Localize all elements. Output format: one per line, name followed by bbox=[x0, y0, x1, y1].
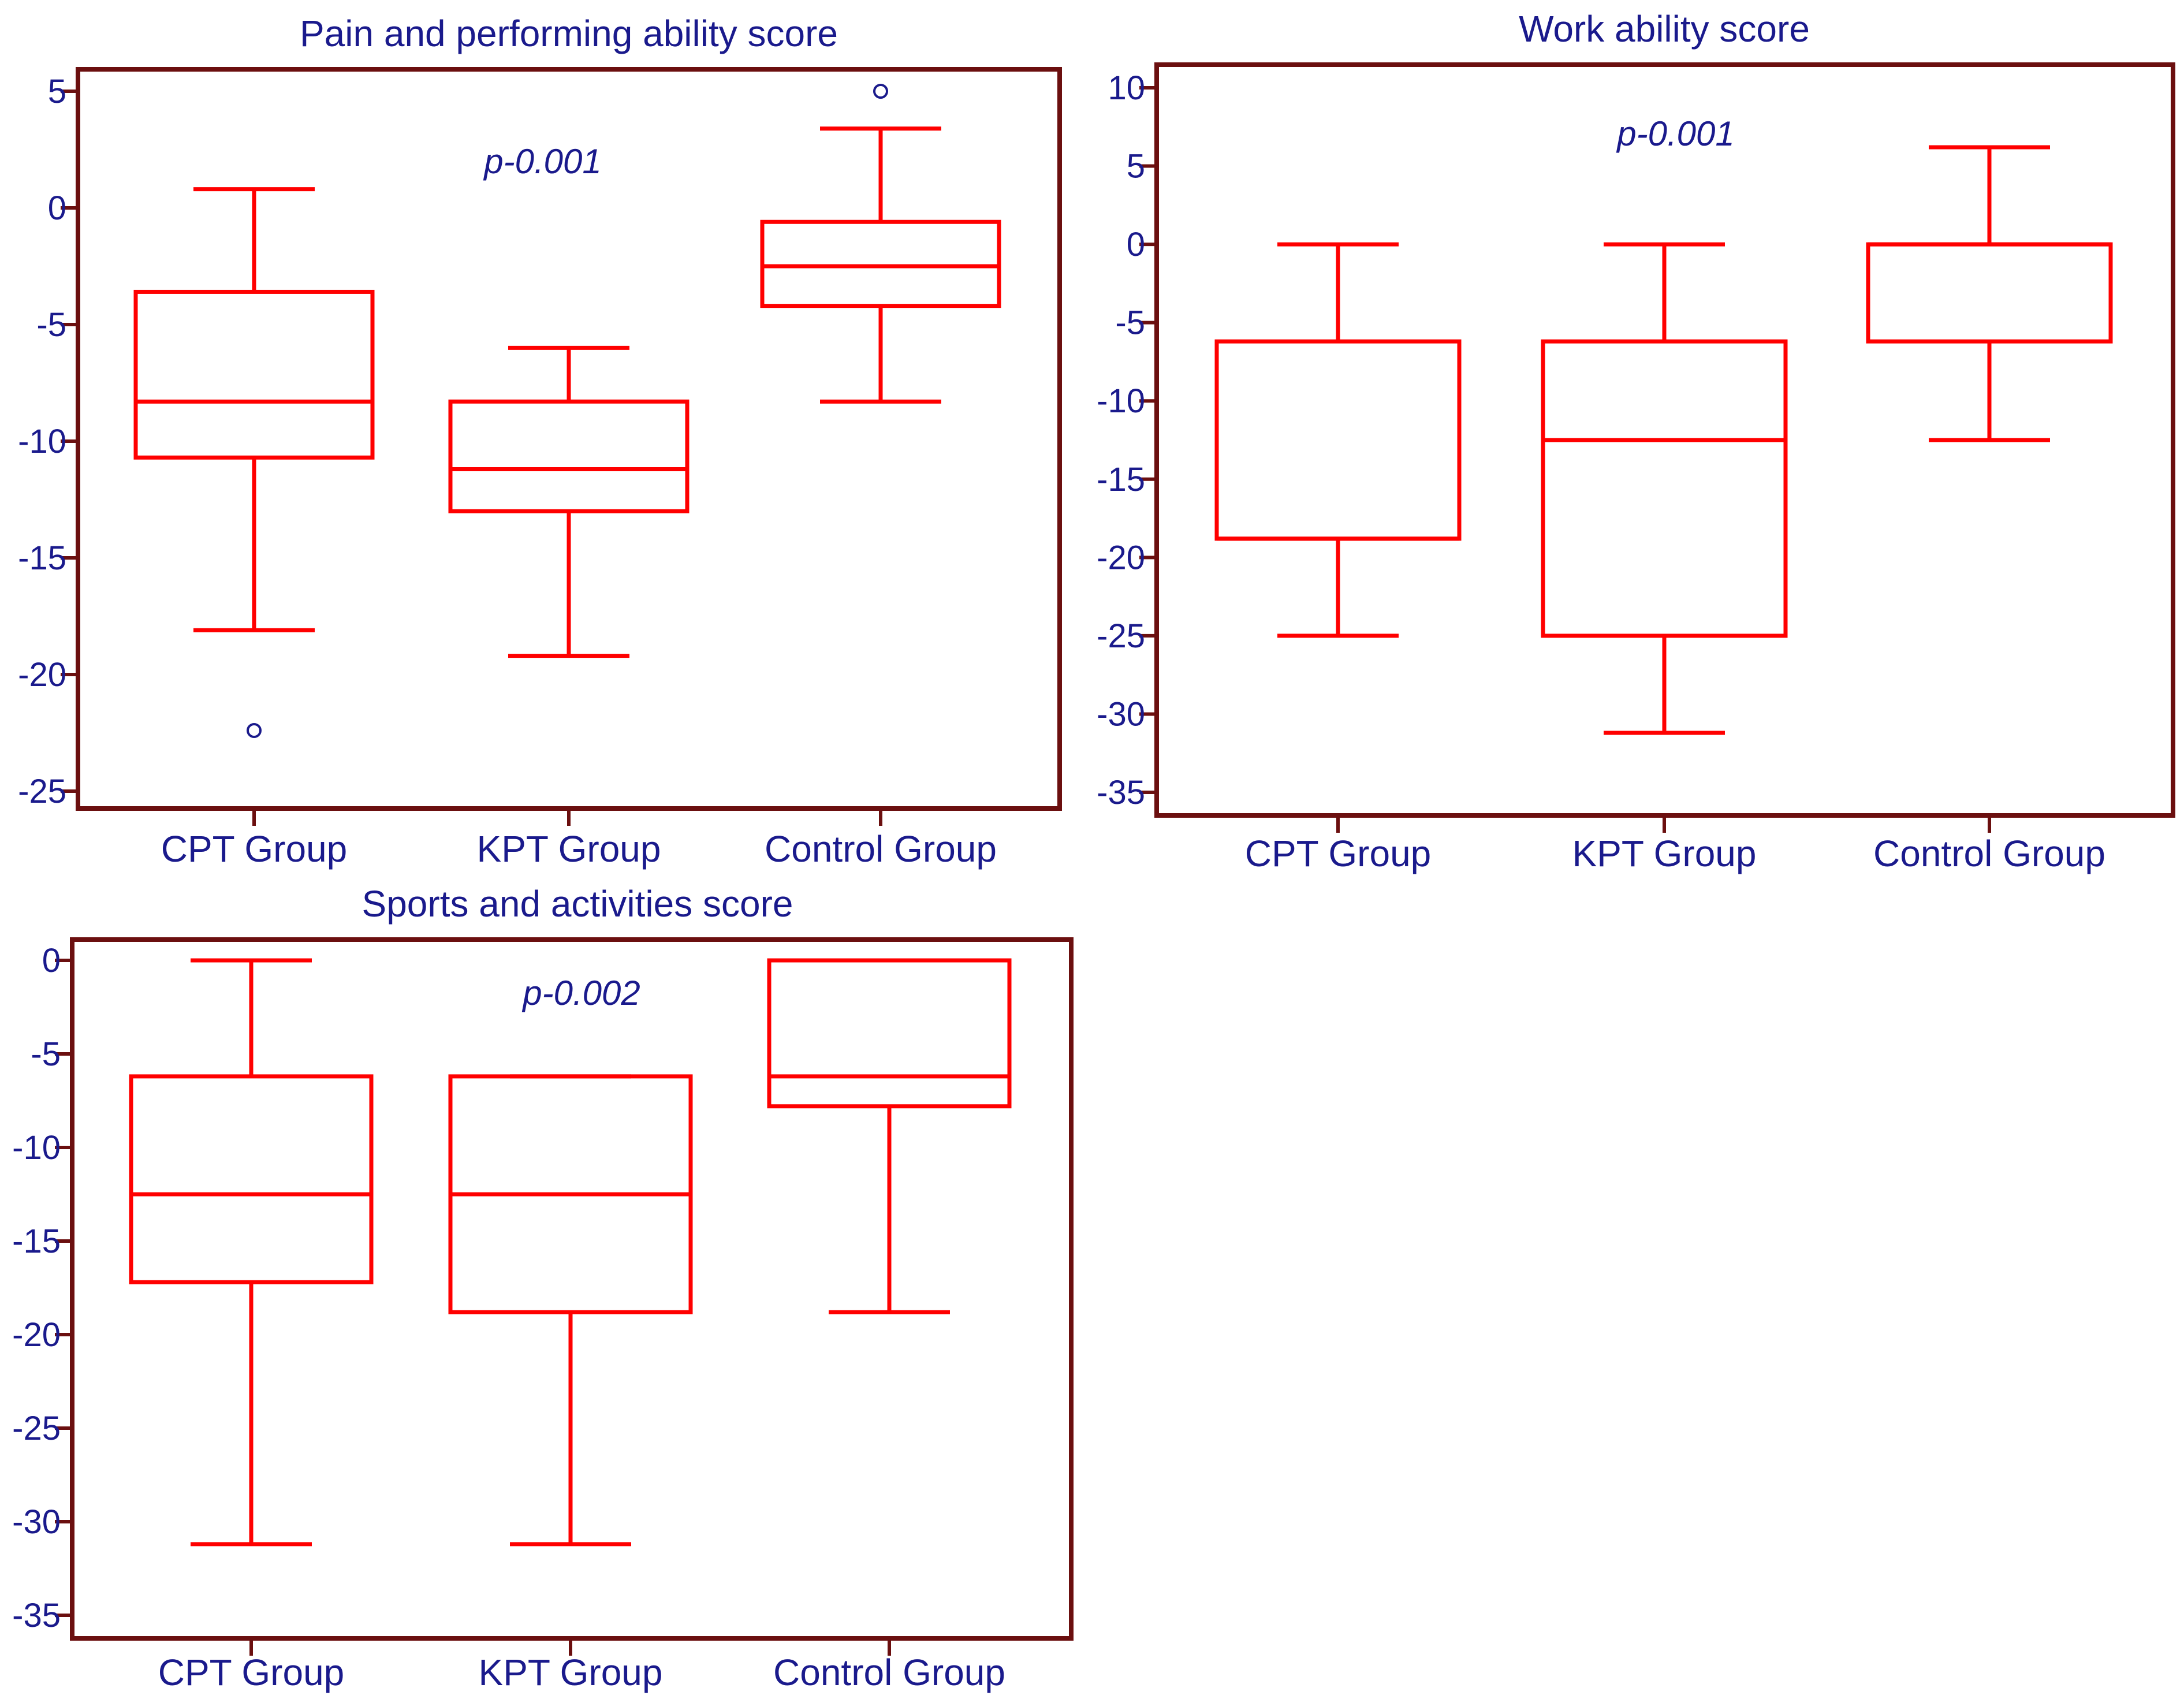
x-category-label: Control Group bbox=[773, 1652, 1005, 1693]
y-tick-label: 0 bbox=[42, 942, 61, 979]
box-control-group bbox=[760, 84, 1001, 404]
y-tick-label: -25 bbox=[12, 1410, 61, 1447]
iqr-box bbox=[129, 1074, 374, 1284]
iqr-box bbox=[133, 289, 375, 460]
x-category-label: CPT Group bbox=[1245, 833, 1432, 874]
y-tick-label: 10 bbox=[1108, 69, 1145, 107]
x-category-label: Control Group bbox=[765, 828, 997, 870]
x-category-label: KPT Group bbox=[477, 828, 661, 870]
y-tick-label: -5 bbox=[36, 306, 66, 344]
y-tick-label: 5 bbox=[48, 73, 66, 110]
chart-work-ability: Work ability score 10 5 0 -5 -10 -15 -20 -25 -30 -… bbox=[1097, 8, 2175, 874]
x-category-label: Control Group bbox=[1873, 833, 2105, 874]
y-tick-label: -35 bbox=[1097, 774, 1145, 811]
y-tick-label: 5 bbox=[1127, 148, 1145, 185]
iqr-box bbox=[767, 958, 1012, 1109]
x-category-label: CPT Group bbox=[161, 828, 348, 870]
box-kpt-group bbox=[448, 345, 690, 658]
y-tick-label: -25 bbox=[18, 773, 66, 810]
box-cpt-group bbox=[1214, 242, 1462, 638]
iqr-box bbox=[1866, 242, 2113, 344]
p-value-annotation: p-0.001 bbox=[1616, 114, 1735, 153]
chart-sports-activities: Sports and activities score 0 -5 -10 -15 -20 -… bbox=[12, 883, 1074, 1693]
y-tick-label: -10 bbox=[1097, 382, 1145, 420]
y-tick-label: -30 bbox=[12, 1503, 61, 1541]
y-tick-label: -15 bbox=[1097, 461, 1145, 498]
chart-title: Sports and activities score bbox=[362, 883, 793, 925]
y-tick-label: -20 bbox=[1097, 539, 1145, 576]
y-tick-label: -5 bbox=[31, 1035, 61, 1073]
iqr-box bbox=[760, 219, 1001, 308]
x-category-label: KPT Group bbox=[479, 1652, 663, 1693]
y-tick-label: -20 bbox=[18, 656, 66, 694]
iqr-box bbox=[1541, 339, 1788, 638]
y-tick-label: -15 bbox=[18, 539, 66, 577]
p-value-annotation: p-0.002 bbox=[521, 974, 640, 1012]
y-tick-label: -5 bbox=[1115, 304, 1145, 342]
y-tick-label: -30 bbox=[1097, 695, 1145, 733]
chart-title: Work ability score bbox=[1519, 8, 1810, 50]
y-tick-label: -15 bbox=[12, 1223, 61, 1260]
box-cpt-group bbox=[133, 187, 375, 738]
iqr-box bbox=[448, 399, 690, 513]
y-tick-label: 0 bbox=[48, 189, 66, 227]
y-tick-label: -10 bbox=[18, 423, 66, 460]
y-tick-label: -20 bbox=[12, 1316, 61, 1354]
box-kpt-group bbox=[1541, 242, 1788, 735]
box-control-group bbox=[767, 958, 1012, 1314]
y-tick-label: -25 bbox=[1097, 617, 1145, 655]
outlier-point bbox=[873, 84, 888, 99]
iqr-box bbox=[1214, 339, 1462, 541]
x-category-label: CPT Group bbox=[158, 1652, 345, 1693]
box-kpt-group bbox=[448, 1074, 693, 1547]
box-cpt-group bbox=[129, 958, 374, 1547]
x-category-label: KPT Group bbox=[1572, 833, 1757, 874]
y-tick-label: -35 bbox=[12, 1597, 61, 1634]
outlier-point bbox=[247, 722, 262, 738]
chart-title: Pain and performing ability score bbox=[300, 13, 838, 54]
box-control-group bbox=[1866, 145, 2113, 442]
y-tick-label: -10 bbox=[12, 1129, 61, 1167]
p-value-annotation: p-0.001 bbox=[483, 142, 602, 181]
chart-pain-performing-ability: Pain and performing ability score 5 0 -5 -10… bbox=[18, 13, 1062, 870]
y-tick-label: 0 bbox=[1127, 226, 1145, 263]
